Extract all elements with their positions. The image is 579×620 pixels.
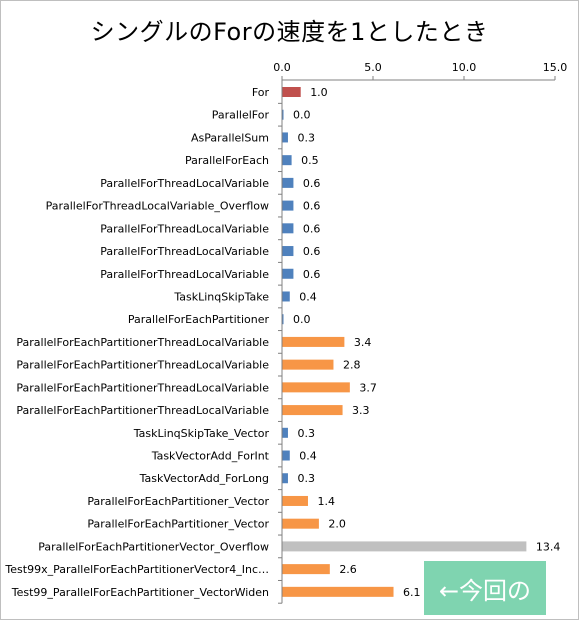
category-label: ParallelForThreadLocalVariable_Overflow (46, 200, 269, 213)
category-label: ParallelFor (212, 109, 270, 122)
current-run-callout: ←今回の (424, 561, 546, 615)
bar (282, 495, 308, 506)
bar (282, 450, 290, 461)
x-tick-label: 5.0 (364, 61, 382, 74)
bar (282, 586, 394, 597)
data-label: 3.7 (359, 381, 377, 394)
x-tick-label: 15.0 (543, 61, 568, 74)
bar (282, 473, 288, 484)
category-label: ParallelForEachPartitioner_Vector (87, 518, 269, 531)
bar (282, 246, 294, 257)
category-label: ParallelForEachPartitionerThreadLocalVar… (16, 336, 269, 349)
data-label: 6.1 (403, 586, 421, 599)
bar (282, 382, 350, 393)
category-label: ParallelForThreadLocalVariable (100, 222, 269, 235)
bar (282, 564, 330, 575)
data-label: 0.0 (293, 313, 311, 326)
x-axis: 0.0 5.0 10.0 15.0 (273, 61, 568, 604)
bar (282, 109, 284, 120)
bar (282, 405, 343, 416)
bar (282, 223, 294, 234)
data-label: 1.4 (317, 495, 335, 508)
data-label: 2.6 (339, 563, 357, 576)
category-label: ParallelForThreadLocalVariable (100, 177, 269, 190)
data-label: 0.6 (303, 200, 321, 213)
chart-title: シングルのForの速度を1としたとき (90, 18, 489, 46)
category-label: Test99x_ParallelForEachPartitionerVector… (4, 563, 269, 576)
category-label: Test99_ParallelForEachPartitioner_Vector… (11, 586, 269, 599)
bar (282, 541, 527, 552)
data-label: 3.4 (354, 336, 372, 349)
category-labels: For ParallelFor AsParallelSum ParallelForEa… (4, 86, 269, 599)
data-label: 0.0 (293, 109, 311, 122)
bar (282, 314, 284, 325)
bar (282, 177, 294, 188)
category-label: For (252, 86, 270, 99)
bar (282, 518, 319, 529)
category-label: TaskLinqSkipTake_Vector (133, 427, 270, 440)
data-label: 0.6 (303, 222, 321, 235)
data-label: 1.0 (310, 86, 328, 99)
category-label: TaskVectorAdd_ForLong (139, 472, 269, 485)
data-label: 2.0 (328, 518, 346, 531)
data-label: 0.6 (303, 245, 321, 258)
bar (282, 359, 334, 370)
bar (282, 427, 288, 438)
value-labels: 1.0 0.0 0.3 0.5 0.6 0.6 0.6 0.6 0.6 0.4 0.0 3.4 2.8 3… (293, 86, 560, 599)
data-label: 13.4 (536, 540, 561, 553)
category-label: TaskLinqSkipTake (173, 290, 269, 303)
category-label: AsParallelSum (191, 131, 269, 144)
data-label: 0.4 (299, 450, 317, 463)
data-label: 2.8 (343, 359, 361, 372)
data-label: 0.5 (301, 154, 319, 167)
bar (282, 132, 288, 143)
bar (282, 87, 301, 97)
category-label: ParallelForThreadLocalVariable (100, 268, 269, 281)
bar (282, 268, 294, 279)
category-label: ParallelForEachPartitionerThreadLocalVar… (16, 359, 269, 372)
category-label: ParallelForEachPartitioner (128, 313, 270, 326)
data-label: 0.4 (299, 290, 317, 303)
bar (282, 336, 345, 347)
data-label: 3.3 (352, 404, 370, 417)
bar (282, 155, 292, 166)
category-label: ParallelForThreadLocalVariable (100, 245, 269, 258)
x-tick-label: 0.0 (273, 61, 291, 74)
data-label: 0.3 (297, 427, 315, 440)
data-label: 0.6 (303, 177, 321, 190)
x-tick-label: 10.0 (452, 61, 477, 74)
data-label: 0.3 (297, 472, 315, 485)
data-label: 0.3 (297, 131, 315, 144)
data-label: 0.6 (303, 268, 321, 281)
bar (282, 200, 294, 211)
category-label: TaskVectorAdd_ForInt (151, 450, 270, 463)
category-label: ParallelForEachPartitioner_Vector (87, 495, 269, 508)
category-label: ParallelForEach (185, 154, 269, 167)
category-label: ParallelForEachPartitionerThreadLocalVar… (16, 404, 269, 417)
bars (282, 87, 527, 597)
category-label: ParallelForEachPartitionerThreadLocalVar… (16, 381, 269, 394)
category-label: ParallelForEachPartitionerVector_Overflo… (38, 540, 269, 553)
bar (282, 291, 290, 302)
